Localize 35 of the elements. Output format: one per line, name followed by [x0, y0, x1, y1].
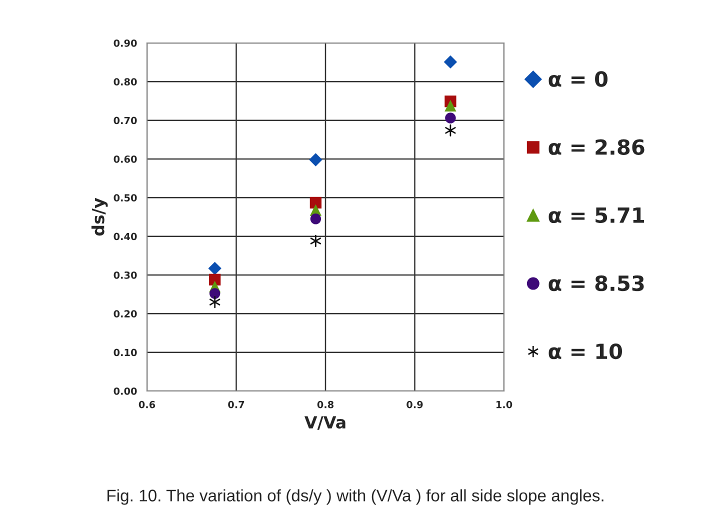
point [444, 55, 458, 69]
x-tick-label: 0.8 [317, 400, 334, 408]
y-tick-label: 0.50 [114, 194, 137, 202]
legend-label: α = 2.86 [548, 139, 644, 155]
y-tick-label: 0.10 [114, 348, 137, 356]
y-tick-label: 0.20 [114, 310, 137, 318]
y-axis-title: ds/y [91, 198, 108, 236]
point [310, 196, 322, 209]
point [209, 274, 221, 286]
y-tick-label: 0.40 [114, 232, 137, 240]
x-tick-label: 0.9 [406, 400, 423, 408]
x-tick-label: 0.7 [228, 400, 244, 408]
legend-label: α = 5.71 [548, 208, 644, 224]
y-tick-label: 0.70 [114, 116, 137, 124]
point [444, 100, 456, 112]
legend-label: α = 0 [548, 71, 608, 87]
y-tick-label: 0.90 [114, 39, 137, 47]
point [310, 234, 322, 248]
y-tick-label: 0.30 [114, 271, 137, 279]
legend-label: α = 8.53 [548, 275, 644, 292]
y-tick-label: 0.00 [114, 387, 137, 395]
x-tick-label: 1.0 [496, 400, 512, 408]
point [209, 296, 220, 308]
point [445, 124, 456, 136]
legend-label: α = 10 [548, 343, 622, 360]
caption: Fig. 10. The variation of (ds/y ) with (V/Va ) for all side slope angles. [108, 489, 604, 505]
point [309, 153, 322, 166]
point [209, 288, 220, 299]
x-axis-title: V/Va [304, 416, 346, 430]
point [208, 262, 222, 276]
y-tick-label: 0.60 [114, 155, 137, 163]
y-tick-label: 0.80 [114, 78, 137, 86]
point [445, 112, 456, 124]
x-tick-label: 0.6 [138, 400, 156, 408]
point [310, 214, 322, 224]
